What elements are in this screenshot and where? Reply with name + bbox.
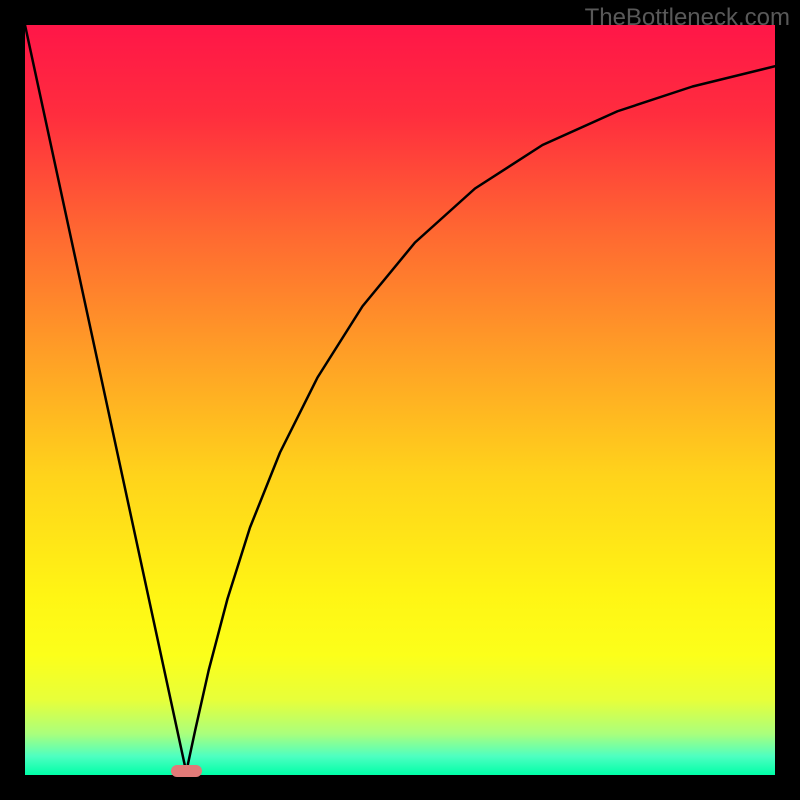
plot-area [25, 25, 775, 775]
bottleneck-curve [25, 25, 775, 775]
minimum-marker [171, 765, 203, 777]
watermark-text: TheBottleneck.com [585, 4, 790, 32]
chart-frame: TheBottleneck.com [0, 0, 800, 800]
